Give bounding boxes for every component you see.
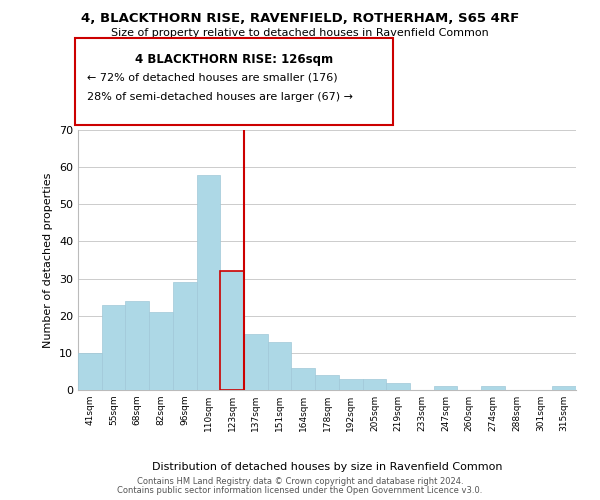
Text: 4 BLACKTHORN RISE: 126sqm: 4 BLACKTHORN RISE: 126sqm [135,52,333,66]
Bar [481,386,505,390]
Bar [244,334,268,390]
Bar [149,312,173,390]
Text: Contains public sector information licensed under the Open Government Licence v3: Contains public sector information licen… [118,486,482,495]
Bar [362,379,386,390]
Bar [315,375,339,390]
Text: 4, BLACKTHORN RISE, RAVENFIELD, ROTHERHAM, S65 4RF: 4, BLACKTHORN RISE, RAVENFIELD, ROTHERHA… [81,12,519,26]
Bar [125,301,149,390]
Text: Contains HM Land Registry data © Crown copyright and database right 2024.: Contains HM Land Registry data © Crown c… [137,477,463,486]
Y-axis label: Number of detached properties: Number of detached properties [43,172,53,348]
Bar [339,379,362,390]
Bar [102,304,125,390]
Bar [552,386,576,390]
Bar [292,368,315,390]
Bar [268,342,292,390]
Bar [434,386,457,390]
Text: Size of property relative to detached houses in Ravenfield Common: Size of property relative to detached ho… [111,28,489,38]
Bar [173,282,197,390]
Text: 28% of semi-detached houses are larger (67) →: 28% of semi-detached houses are larger (… [87,92,353,102]
Bar [220,271,244,390]
Text: Distribution of detached houses by size in Ravenfield Common: Distribution of detached houses by size … [152,462,502,472]
Text: ← 72% of detached houses are smaller (176): ← 72% of detached houses are smaller (17… [87,72,338,83]
Bar [78,353,102,390]
Bar [386,382,410,390]
Bar [197,174,220,390]
